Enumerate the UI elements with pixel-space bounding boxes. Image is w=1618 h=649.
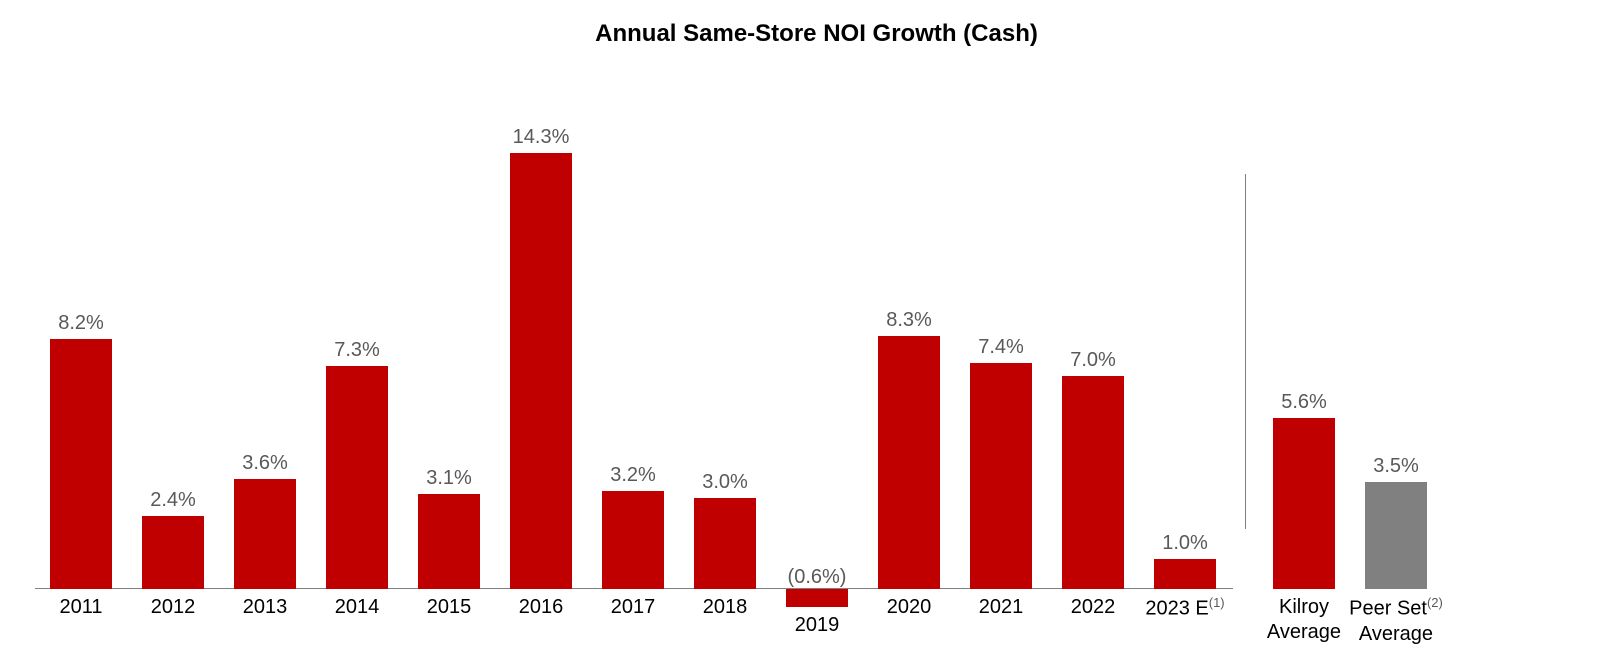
- bar-slot: 7.4%2021: [955, 54, 1047, 589]
- bar: [970, 363, 1032, 589]
- bar-slot: 3.5%Peer Set(2)Average: [1350, 54, 1442, 589]
- bar-value-label: 1.0%: [1162, 532, 1208, 555]
- bar-value-label: 7.4%: [978, 336, 1024, 359]
- bar-value-label: 3.1%: [426, 467, 472, 490]
- bar-value-label: 14.3%: [513, 126, 570, 149]
- bar: [1273, 418, 1335, 589]
- bar: [1154, 559, 1216, 590]
- category-label: 2014: [335, 589, 380, 620]
- bar: [142, 516, 204, 589]
- category-label: Peer Set(2)Average: [1349, 589, 1443, 647]
- bar-slot: 5.6%KilroyAverage: [1258, 54, 1350, 589]
- category-label: 2021: [979, 589, 1024, 620]
- bar-value-label: 3.5%: [1373, 455, 1419, 478]
- bar-slot: 14.3%2016: [495, 54, 587, 589]
- bar: [602, 491, 664, 589]
- bar: [1062, 376, 1124, 590]
- category-label: 2022: [1071, 589, 1116, 620]
- bar-slot: 8.3%2020: [863, 54, 955, 589]
- bar-slot: 3.6%2013: [219, 54, 311, 589]
- bar-value-label: 3.0%: [702, 471, 748, 494]
- bar-value-label: 7.0%: [1070, 349, 1116, 372]
- main-series-group: 8.2%20112.4%20123.6%20137.3%20143.1%2015…: [35, 54, 1231, 589]
- bar: [1365, 482, 1427, 589]
- bar-value-label: 3.2%: [610, 464, 656, 487]
- plot-area: 8.2%20112.4%20123.6%20137.3%20143.1%2015…: [35, 54, 1598, 589]
- category-label: 2015: [427, 589, 472, 620]
- bar-slot: 3.1%2015: [403, 54, 495, 589]
- bar: [878, 336, 940, 589]
- bar: [326, 366, 388, 589]
- bar-slot: 3.0%2018: [679, 54, 771, 589]
- bar: [418, 494, 480, 589]
- category-label: 2023 E(1): [1145, 589, 1224, 622]
- bar-slot: 1.0%2023 E(1): [1139, 54, 1231, 589]
- bar: [234, 479, 296, 589]
- bar-value-label: 3.6%: [242, 452, 288, 475]
- category-label: 2013: [243, 589, 288, 620]
- bar-value-label: 8.3%: [886, 309, 932, 332]
- chart-title: Annual Same-Store NOI Growth (Cash): [35, 20, 1598, 48]
- bar-slot: 7.0%2022: [1047, 54, 1139, 589]
- bar-slot: 7.3%2014: [311, 54, 403, 589]
- category-label: 2017: [611, 589, 656, 620]
- series-divider: [1245, 174, 1246, 529]
- category-label: 2012: [151, 589, 196, 620]
- category-label: KilroyAverage: [1267, 589, 1341, 645]
- noi-growth-chart: Annual Same-Store NOI Growth (Cash) 8.2%…: [0, 0, 1618, 649]
- bar: [510, 153, 572, 589]
- bar-slot: 2.4%2012: [127, 54, 219, 589]
- bar-slot: 3.2%2017: [587, 54, 679, 589]
- bar-value-label: 5.6%: [1281, 391, 1327, 414]
- bar-slot: (0.6%)2019: [771, 54, 863, 589]
- bar-value-label: 2.4%: [150, 489, 196, 512]
- category-label: 2019: [795, 589, 840, 638]
- category-label: 2020: [887, 589, 932, 620]
- averages-series-group: 5.6%KilroyAverage3.5%Peer Set(2)Average: [1258, 54, 1442, 589]
- bar-slot: 8.2%2011: [35, 54, 127, 589]
- bar-value-label: 8.2%: [58, 312, 104, 335]
- category-label: 2011: [59, 589, 102, 620]
- category-label: 2016: [519, 589, 564, 620]
- bar: [694, 498, 756, 590]
- bar-value-label: 7.3%: [334, 339, 380, 362]
- bar-value-label: (0.6%): [788, 566, 847, 589]
- category-label: 2018: [703, 589, 748, 620]
- bar: [50, 339, 112, 589]
